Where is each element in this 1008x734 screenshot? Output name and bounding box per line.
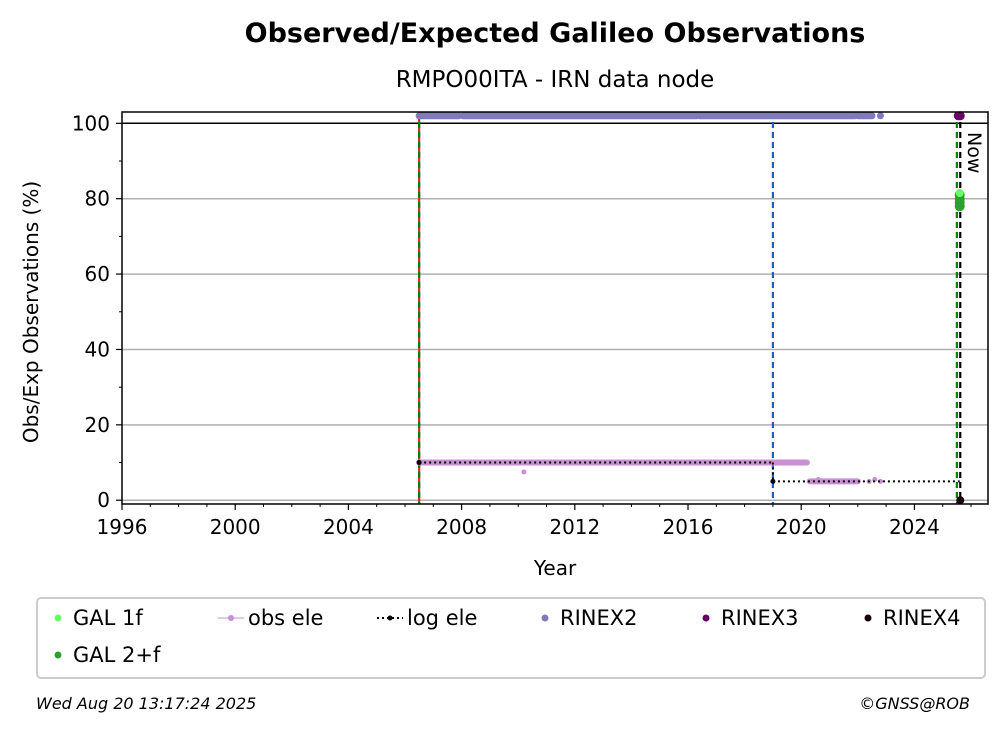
chart-title: Observed/Expected Galileo Observations xyxy=(245,18,866,49)
legend-item-gal-2-f-label: GAL 2+f xyxy=(73,643,161,667)
legend-item-obs-ele-marker xyxy=(228,615,234,621)
rinex2-point-0 xyxy=(876,112,884,120)
log-ele-point-0 xyxy=(416,460,422,466)
rinex3-point-1 xyxy=(955,111,965,121)
x-axis-label: Year xyxy=(533,556,577,580)
x-tick-label-0: 1996 xyxy=(97,515,148,539)
legend-item-rinex3-label: RINEX3 xyxy=(721,606,799,630)
legend-item-rinex4-label: RINEX4 xyxy=(883,606,961,630)
x-tick-label-1: 2000 xyxy=(210,515,261,539)
y-tick-label-5: 100 xyxy=(72,111,110,135)
footer-credit: ©GNSS@ROB xyxy=(859,694,970,713)
chart-canvas: Observed/Expected Galileo Observations R… xyxy=(19,18,989,679)
plot-frame xyxy=(121,111,989,505)
legend-item-gal-2-f-marker xyxy=(54,651,62,659)
y-tick-label-3: 60 xyxy=(85,262,110,286)
x-tick-label-3: 2008 xyxy=(436,515,487,539)
y-tick-label-0: 0 xyxy=(97,488,110,512)
log-ele-point-1 xyxy=(770,478,776,484)
x-tick-label-7: 2024 xyxy=(889,515,940,539)
legend-item-rinex2-marker xyxy=(541,614,549,622)
legend-item-rinex2-label: RINEX2 xyxy=(560,606,638,630)
obs-ele-point-0 xyxy=(521,469,527,475)
x-tick-label-4: 2012 xyxy=(549,515,600,539)
legend-box xyxy=(36,597,986,679)
legend-item-obs-ele-label: obs ele xyxy=(248,606,323,630)
legend-item-rinex4-marker xyxy=(864,614,872,622)
now-label: Now xyxy=(963,132,985,173)
y-tick-label-1: 20 xyxy=(85,413,110,437)
legend-item-rinex3-marker xyxy=(702,614,710,622)
x-tick-label-5: 2016 xyxy=(663,515,714,539)
y-axis-label: Obs/Exp Observations (%) xyxy=(19,181,43,443)
rinex4-point-0 xyxy=(956,496,965,505)
legend: GAL 1f obs ele log ele RINEX2 RINEX3 RINEX4 GA… xyxy=(36,597,986,679)
y-tick-label-4: 80 xyxy=(85,187,110,211)
x-tick-label-2: 2004 xyxy=(323,515,374,539)
footer-timestamp: Wed Aug 20 13:17:24 2025 xyxy=(36,694,257,713)
gal-1f-point-0 xyxy=(955,189,964,198)
chart-subtitle: RMPO00ITA - IRN data node xyxy=(396,67,715,93)
obs-ele-point-4 xyxy=(877,478,883,484)
plot-area: 0 20 40 60 80 100 1996 2000 2004 2008 2012 2016 2020… xyxy=(72,111,989,539)
legend-item-log-ele-label: log ele xyxy=(407,606,477,630)
y-tick-label-2: 40 xyxy=(85,337,110,361)
x-tick-label-6: 2020 xyxy=(776,515,827,539)
legend-item-gal-1f-marker xyxy=(54,614,62,622)
legend-item-log-ele-marker xyxy=(387,615,393,621)
legend-item-gal-1f-label: GAL 1f xyxy=(73,606,143,630)
